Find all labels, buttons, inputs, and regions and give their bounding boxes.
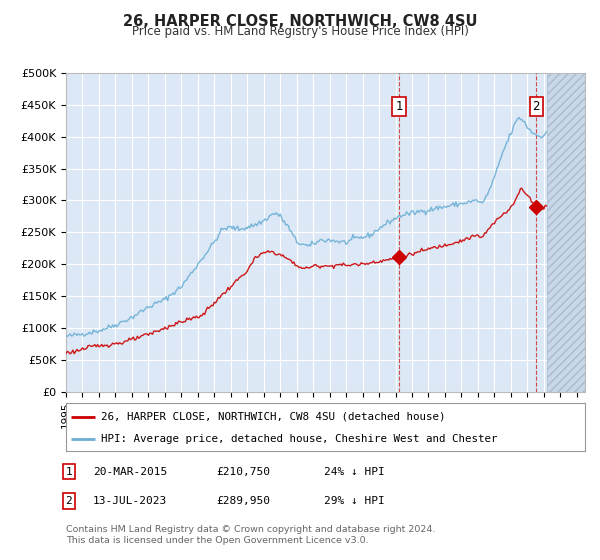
Text: 29% ↓ HPI: 29% ↓ HPI <box>324 496 385 506</box>
Text: £289,950: £289,950 <box>216 496 270 506</box>
Text: 26, HARPER CLOSE, NORTHWICH, CW8 4SU: 26, HARPER CLOSE, NORTHWICH, CW8 4SU <box>123 14 477 29</box>
Text: Contains HM Land Registry data © Crown copyright and database right 2024.
This d: Contains HM Land Registry data © Crown c… <box>66 525 436 545</box>
Text: HPI: Average price, detached house, Cheshire West and Chester: HPI: Average price, detached house, Ches… <box>101 434 498 444</box>
Text: 1: 1 <box>395 100 403 113</box>
Text: 20-MAR-2015: 20-MAR-2015 <box>93 466 167 477</box>
Text: 1: 1 <box>65 466 73 477</box>
Bar <box>547 73 585 392</box>
Text: £210,750: £210,750 <box>216 466 270 477</box>
Text: 13-JUL-2023: 13-JUL-2023 <box>93 496 167 506</box>
Text: 2: 2 <box>65 496 73 506</box>
Text: 24% ↓ HPI: 24% ↓ HPI <box>324 466 385 477</box>
Text: 26, HARPER CLOSE, NORTHWICH, CW8 4SU (detached house): 26, HARPER CLOSE, NORTHWICH, CW8 4SU (de… <box>101 412 446 422</box>
Text: Price paid vs. HM Land Registry's House Price Index (HPI): Price paid vs. HM Land Registry's House … <box>131 25 469 38</box>
Text: 2: 2 <box>532 100 540 113</box>
